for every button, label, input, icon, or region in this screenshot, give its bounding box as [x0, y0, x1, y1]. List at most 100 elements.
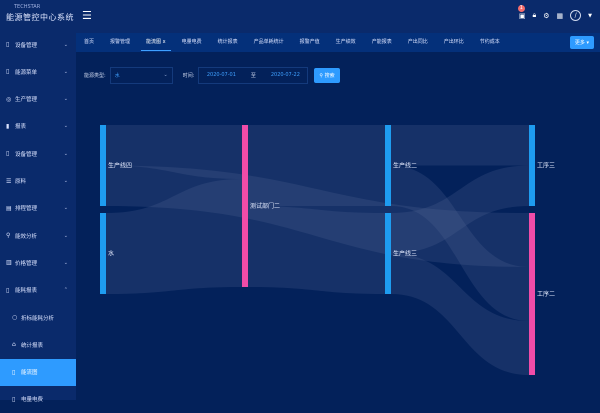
sankey-node[interactable] — [529, 125, 535, 206]
chevron-down-icon: ⌄ — [63, 259, 68, 266]
filter-bar: 能源类型: 水 ⌄ 时间: 2020-07-01 至 2020-07-22 ⚲ 搜… — [84, 66, 340, 84]
date-separator: 至 — [250, 72, 256, 79]
time-label: 时间: — [182, 72, 195, 79]
sidebar-item-label: 电量电费 — [21, 397, 44, 404]
chevron-down-icon: ⌄ — [63, 41, 68, 48]
tab[interactable]: 首页 — [84, 33, 94, 52]
sidebar-item-label: 能耗报表 — [15, 288, 38, 295]
tab[interactable]: 报警产值 — [300, 33, 320, 52]
tab-label: 产出环比 — [443, 39, 464, 45]
energy-type-label: 能源类型: — [84, 72, 106, 79]
notification-badge: 1 — [517, 4, 525, 12]
battery-icon: ▮ — [6, 122, 10, 130]
chevron-down-icon[interactable]: ▼ — [588, 12, 592, 19]
sankey-link[interactable] — [106, 125, 242, 179]
tab[interactable]: 生产绩效 — [336, 33, 356, 52]
tab[interactable]: 产能报表 — [372, 33, 392, 52]
end-date[interactable]: 2020-07-22 — [270, 72, 300, 78]
sidebar-item[interactable]: ☰ 原料 ⌄ — [0, 168, 76, 195]
phone-icon: ▯ — [6, 286, 10, 294]
sidebar-item[interactable]: ○ 折标能耗分析 — [0, 304, 76, 331]
tab-label: 能流图 — [146, 39, 162, 45]
sankey-link[interactable] — [106, 179, 242, 294]
sidebar-item[interactable]: ▯ 设备管理 ⌄ — [0, 140, 76, 167]
sankey-link[interactable] — [106, 165, 529, 268]
sidebar-item[interactable]: ▯ 能流图 — [0, 358, 76, 386]
sidebar-item-label: 设备管理 — [15, 151, 38, 158]
logo-mark: TECHSTAR — [14, 4, 41, 10]
sankey-link[interactable] — [248, 206, 385, 294]
tab[interactable]: 统计报表 — [218, 33, 238, 52]
sidebar-item-label: 报表 — [15, 124, 27, 131]
chevron-down-icon: ⌄ — [63, 68, 68, 75]
tab-label: 电量电费 — [181, 39, 202, 45]
chevron-down-icon: ⌄ — [63, 96, 68, 103]
sidebar: TECHSTAR 能源管控中心系统 ▯ 设备管理 ⌄ ▯ 能源菜单 ⌄ ◎ 生产管理 ⌄ ▮ 报表 ⌄… — [0, 0, 76, 403]
sankey-node[interactable] — [100, 213, 106, 294]
chevron-down-icon: ⌄ — [63, 205, 68, 212]
chevron-down-icon: ⌄ — [63, 150, 68, 157]
sankey-link[interactable] — [248, 125, 385, 206]
apps-grid-icon[interactable]: ▦ — [556, 11, 564, 20]
sankey-link[interactable] — [391, 165, 529, 254]
tab[interactable]: 产出环比 — [444, 33, 464, 52]
sidebar-item[interactable]: ▯ 设备管理 ⌄ — [0, 31, 76, 58]
sidebar-item[interactable]: ▥ 价格管理 ⌄ — [0, 249, 76, 276]
gear-icon: ◎ — [6, 95, 12, 103]
search-button[interactable]: ⚲ 搜索 — [314, 67, 340, 83]
phone-icon: ▯ — [12, 368, 16, 376]
tab-bar: 首页 报警管理 能流图 x 电量电费 统计报表 产品单耗统计 报警产值 生产绩效 产能报表 产出同… — [76, 33, 600, 52]
avatar[interactable]: / — [570, 10, 582, 21]
sankey-node[interactable] — [385, 125, 391, 206]
date-range-picker[interactable]: 2020-07-01 至 2020-07-22 — [198, 66, 309, 84]
start-date[interactable]: 2020-07-01 — [206, 72, 236, 78]
sankey-node[interactable] — [100, 125, 106, 206]
sidebar-item[interactable]: ⚲ 能效分析 ⌄ — [0, 222, 76, 249]
phone-icon: ▯ — [6, 41, 10, 48]
notification-icon[interactable]: ▣ 1 — [517, 4, 526, 20]
sidebar-item-label: 折标能耗分析 — [21, 315, 55, 322]
logo: TECHSTAR 能源管控中心系统 — [0, 0, 76, 36]
sankey-link[interactable] — [391, 165, 529, 322]
tab[interactable]: 电量电费 — [182, 33, 202, 52]
sankey-node-label: 生产线四 — [108, 162, 132, 170]
tab-label: 首页 — [84, 39, 95, 45]
tab[interactable]: 产品单耗统计 — [254, 33, 284, 52]
more-label: 更多 — [574, 40, 585, 46]
sankey-link[interactable] — [391, 253, 529, 376]
more-tabs-button[interactable]: 更多 ▾ — [569, 36, 594, 49]
sankey-node-label: 生产线三 — [393, 250, 417, 258]
price-icon: ▥ — [6, 259, 12, 267]
sidebar-item[interactable]: ▯ 电量电费 — [0, 386, 76, 413]
energy-type-select[interactable]: 水 ⌄ — [109, 66, 173, 84]
lock-icon[interactable]: 🔒︎ — [532, 11, 537, 19]
menu-toggle-icon[interactable]: ☰ — [82, 9, 92, 22]
tab[interactable]: 能流图 x — [141, 33, 171, 52]
tab-label: 产出同比 — [407, 39, 428, 45]
sidebar-item[interactable]: ▯ 能源菜单 ⌄ — [0, 58, 76, 85]
close-icon[interactable]: x — [162, 39, 166, 45]
sidebar-item-label: 排程管理 — [15, 206, 38, 213]
sankey-node[interactable] — [385, 213, 391, 294]
sidebar-item[interactable]: ▮ 报表 ⌄ — [0, 113, 76, 140]
sidebar-item[interactable]: ▤ 排程管理 ⌄ — [0, 195, 76, 222]
sidebar-item-label: 生产管理 — [15, 97, 38, 104]
sidebar-item[interactable]: ◎ 生产管理 ⌄ — [0, 86, 76, 113]
chevron-down-icon: ⌄ — [63, 178, 68, 184]
tab[interactable]: 节约成本 — [480, 33, 500, 52]
phone-icon: ▯ — [6, 150, 10, 158]
sidebar-item[interactable]: ⌂ 统计报表 — [0, 331, 76, 358]
tab[interactable]: 产出同比 — [408, 33, 428, 52]
phone-icon: ▯ — [6, 68, 10, 76]
sankey-node[interactable] — [529, 213, 535, 375]
tab[interactable]: 报警管理 — [110, 33, 130, 52]
settings-icon[interactable]: ⚙︎ — [543, 11, 550, 20]
sankey-node[interactable] — [242, 125, 248, 287]
sidebar-item-label: 设备管理 — [15, 42, 38, 49]
sankey-node-label: 工序二 — [537, 290, 555, 298]
sidebar-item[interactable]: ▯ 能耗报表 ⌃ — [0, 277, 76, 304]
sankey-link[interactable] — [391, 125, 529, 166]
sidebar-item-label: 能效分析 — [15, 233, 38, 240]
app-title: 能源管控中心系统 — [6, 13, 74, 22]
